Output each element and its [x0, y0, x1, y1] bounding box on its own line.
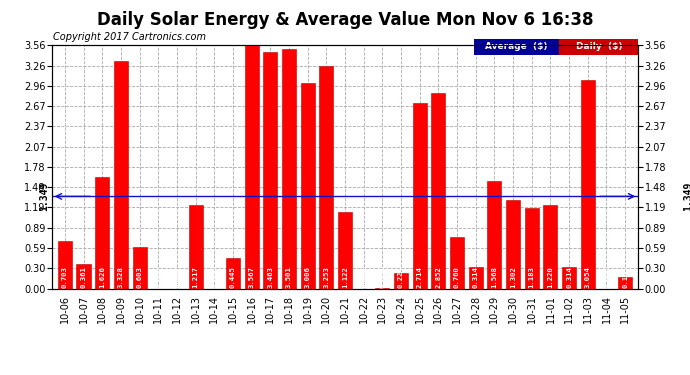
Bar: [394, 273, 408, 289]
Text: 0.703: 0.703: [62, 266, 68, 288]
Text: 0.165: 0.165: [622, 266, 628, 288]
Bar: [618, 278, 632, 289]
Bar: [319, 66, 333, 289]
Bar: [244, 45, 259, 289]
Text: 0.314: 0.314: [473, 266, 479, 288]
Text: 3.006: 3.006: [305, 266, 310, 288]
Text: 0.000: 0.000: [604, 266, 609, 288]
Bar: [544, 205, 558, 289]
Bar: [264, 52, 277, 289]
Text: Copyright 2017 Cartronics.com: Copyright 2017 Cartronics.com: [53, 32, 206, 42]
Text: 1.183: 1.183: [529, 266, 535, 288]
Bar: [431, 93, 446, 289]
Text: 1.626: 1.626: [99, 266, 105, 288]
Bar: [301, 83, 315, 289]
Bar: [562, 267, 576, 289]
Bar: [506, 200, 520, 289]
Text: 1.217: 1.217: [193, 266, 199, 288]
Bar: [525, 208, 539, 289]
Text: 0.004: 0.004: [380, 266, 385, 288]
Text: 3.501: 3.501: [286, 266, 292, 288]
Text: 2.852: 2.852: [435, 266, 442, 288]
Bar: [282, 49, 296, 289]
Bar: [338, 212, 352, 289]
Text: 1.302: 1.302: [510, 266, 516, 288]
Text: 0.760: 0.760: [454, 266, 460, 288]
Text: Daily Solar Energy & Average Value Mon Nov 6 16:38: Daily Solar Energy & Average Value Mon N…: [97, 11, 593, 29]
Text: 1.122: 1.122: [342, 266, 348, 288]
Text: 3.567: 3.567: [248, 266, 255, 288]
Bar: [132, 248, 146, 289]
Bar: [413, 103, 426, 289]
Text: 0.000: 0.000: [155, 266, 161, 288]
Text: 0.361: 0.361: [81, 266, 86, 288]
Text: 1.568: 1.568: [491, 266, 497, 288]
Bar: [95, 177, 109, 289]
Bar: [114, 61, 128, 289]
Bar: [77, 264, 90, 289]
Text: 1.220: 1.220: [547, 266, 553, 288]
Text: 2.714: 2.714: [417, 266, 423, 288]
Text: 3.253: 3.253: [324, 266, 329, 288]
Text: 0.314: 0.314: [566, 266, 572, 288]
Bar: [581, 80, 595, 289]
Text: 0.224: 0.224: [398, 266, 404, 288]
Text: 1.349: 1.349: [39, 182, 49, 211]
Text: 0.603: 0.603: [137, 266, 143, 288]
Bar: [58, 241, 72, 289]
Bar: [487, 182, 502, 289]
Bar: [226, 258, 240, 289]
Text: 3.328: 3.328: [118, 266, 124, 288]
Text: 0.003: 0.003: [174, 266, 180, 288]
Text: 3.463: 3.463: [267, 266, 273, 288]
Bar: [188, 206, 203, 289]
Bar: [450, 237, 464, 289]
Text: 0.003: 0.003: [361, 266, 366, 288]
Text: 3.054: 3.054: [585, 266, 591, 288]
Text: 0.445: 0.445: [230, 266, 236, 288]
Text: 1.349: 1.349: [683, 182, 690, 211]
Text: 0.000: 0.000: [211, 266, 217, 288]
Bar: [469, 267, 483, 289]
